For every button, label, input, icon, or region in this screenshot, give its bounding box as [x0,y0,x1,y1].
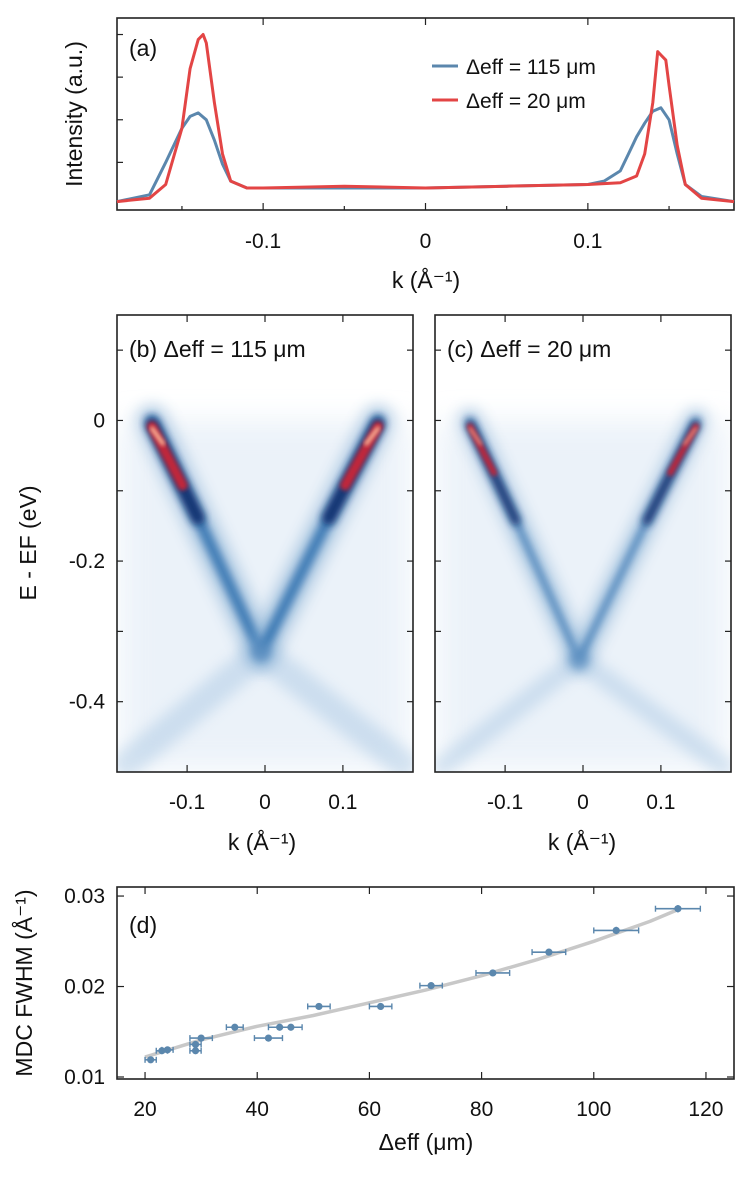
data-point [161,1046,174,1054]
panel-d-fit-line [144,907,679,1059]
panel-d-ytick-label: 0.01 [64,1066,105,1089]
point-marker [147,1056,155,1064]
data-point [189,1040,202,1049]
panel-a-frame [116,17,735,211]
data-point [593,926,640,935]
panel-d-ticks: 20 40 60 80 100 120 0.01 0.02 0.03 [64,885,734,1121]
panel-a-xtick-label: 0.1 [573,230,602,253]
lower-cone-0 [435,651,586,772]
panel-d-xtick-label: 80 [470,1098,493,1121]
panel-d-ytick-label: 0.02 [64,976,105,999]
lower-cone-1 [252,641,413,772]
data-point [189,1034,214,1042]
panel-c-ticks: -0.1 0 0.1 [435,315,731,814]
panel-b-label: (b) Δeff = 115 μm [129,336,306,362]
data-point [475,969,511,977]
panel-a-label: (a) [129,35,157,61]
point-marker [287,1023,295,1031]
legend-label-115: Δeff = 115 μm [466,56,596,79]
map-xtick-label: 0.1 [328,791,357,814]
panel-a-legend: Δeff = 115 μm Δeff = 20 μm [432,56,596,113]
map-ytick-label: -0.4 [69,691,106,714]
panel-c-heatmap: -0.1 0 0.1 (c) Δeff = 20 μm k (Å⁻¹) [434,314,732,855]
band-peak-0 [150,426,165,446]
map-ytick-label: -0.2 [69,550,105,573]
panel-b-ylabel: E - EF (eV) [15,485,41,600]
point-marker [674,905,682,913]
point-marker [377,1002,385,1011]
panel-a-series [116,33,735,204]
map-xtick-label: 0.1 [646,791,675,814]
map-xtick-label: -0.1 [487,791,523,814]
panel-d-ylabel: MDC FWHM (Å⁻¹) [10,889,37,1076]
band-peak-0 [469,427,482,446]
panel-b-heatmap: -0.1 0 0.1 0 -0.2 -0.4 (b) Δeff = 115 μm k (Å… [15,314,414,855]
panel-d-xtick-label: 100 [576,1098,611,1121]
panel-c-xlabel: k (Å⁻¹) [548,828,616,855]
panel-a-ylabel: Intensity (a.u.) [61,41,87,187]
panel-b-xlabel: k (Å⁻¹) [228,828,296,855]
data-point [368,1002,393,1011]
legend-label-20: Δeff = 20 μm [466,90,586,113]
point-marker [231,1023,239,1031]
data-point [307,1002,331,1011]
panel-b-ticks: -0.1 0 0.1 0 -0.2 -0.4 [69,315,413,814]
band-peak-1 [683,427,697,446]
point-marker [191,1040,200,1049]
point-marker [191,1047,200,1055]
point-marker [264,1034,273,1042]
panel-d-xtick-label: 120 [688,1098,723,1121]
panel-d-points [144,905,702,1064]
panel-d-xlabel: Δeff (μm) [379,1129,474,1155]
data-point [419,982,444,990]
map-xtick-label: 0 [259,791,271,814]
dirac-point [569,649,590,670]
panel-d-ytick-label: 0.03 [64,885,105,908]
panel-a-ticks: -0.1 0 0.1 [117,18,670,253]
panel-d-xtick-label: 40 [246,1098,269,1121]
panel-b-intensity-map [117,404,413,772]
panel-d-label: (d) [129,912,157,938]
panel-d-xtick-label: 60 [358,1098,381,1121]
data-point [278,1023,303,1031]
data-point [253,1034,284,1042]
map-xtick-label: 0 [577,791,589,814]
data-point [144,1056,157,1064]
panel-d-scatter: 20 40 60 80 100 120 0.01 0.02 0.03 (d) Δeff (μm)… [10,885,735,1155]
data-point [531,948,567,956]
point-marker [489,969,497,977]
panel-a-xtick-label: 0 [420,230,432,253]
panel-c-intensity-map [435,408,731,772]
data-point [189,1047,202,1055]
panel-d-frame [116,886,735,1080]
panel-a-series-line-1 [116,33,735,204]
panel-d-xtick-label: 20 [133,1098,156,1121]
panel-c-label: (c) Δeff = 20 μm [447,336,611,362]
band-peak-1 [364,426,380,446]
map-xtick-label: -0.1 [169,791,205,814]
point-marker [163,1046,172,1054]
panel-a-xtick-label: -0.1 [245,230,281,253]
point-marker [612,926,620,935]
panel-a-line-chart: -0.1 0 0.1 (a) Intensity (a.u.) k (Å⁻¹) Δe… [61,17,735,293]
panel-d-fit-curve [144,907,679,1059]
map-ytick-label: 0 [93,409,105,432]
point-marker [197,1034,205,1042]
point-marker [315,1002,323,1011]
lower-cone-1 [573,651,731,772]
data-point [225,1023,244,1031]
panel-a-xlabel: k (Å⁻¹) [392,266,460,293]
point-marker [427,982,435,990]
lower-cone-0 [117,641,271,772]
dirac-point [251,642,272,663]
data-point [654,905,702,913]
point-marker [545,948,553,956]
